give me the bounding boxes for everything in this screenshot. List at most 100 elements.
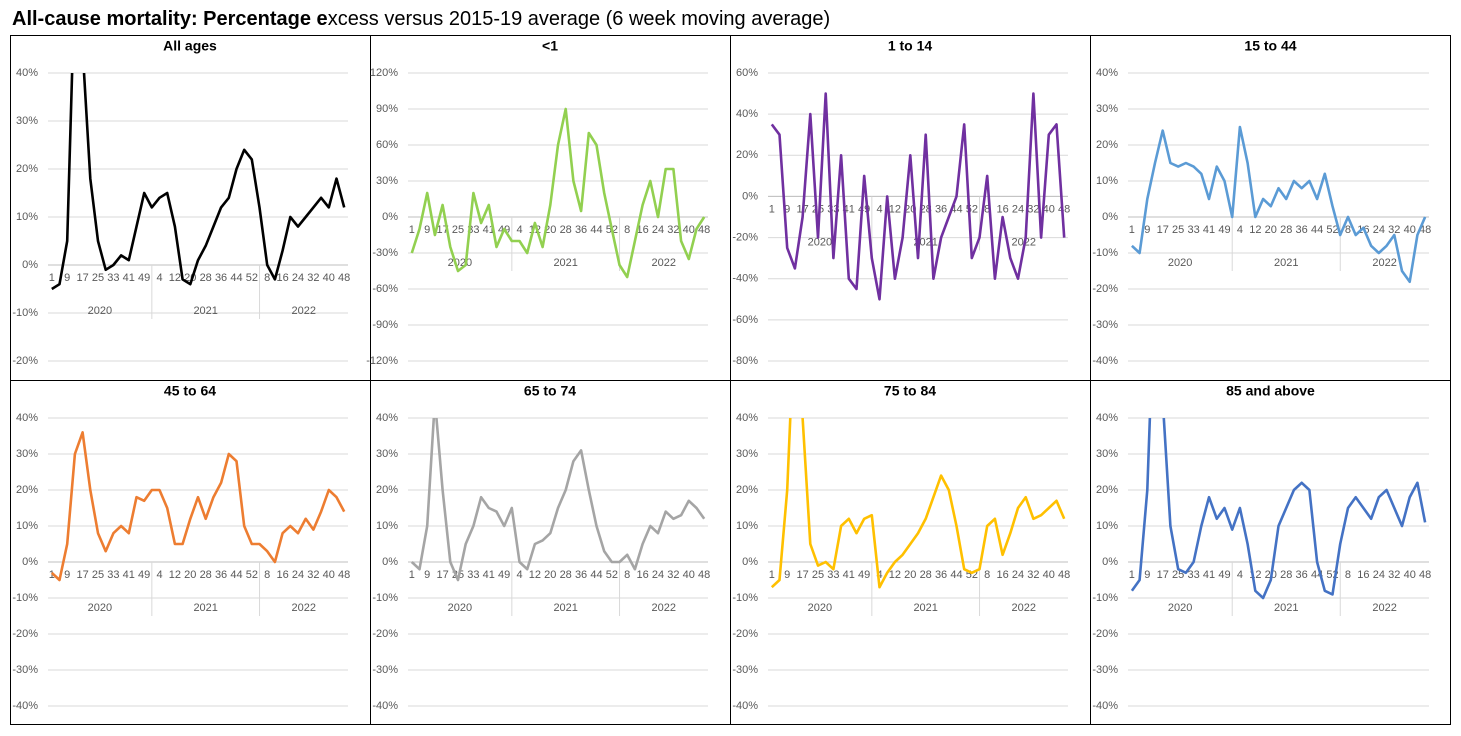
x-tick-label: 9 [1144,569,1150,581]
y-tick-label: 10% [16,520,38,532]
x-tick-label: 48 [338,272,350,284]
x-tick-label: 32 [1027,569,1039,581]
y-tick-label: 40% [16,412,38,424]
year-label: 2022 [292,602,316,614]
y-tick-label: -40% [1092,700,1118,712]
x-tick-label: 4 [156,272,162,284]
year-label: 2020 [808,236,832,248]
x-tick-label: 33 [467,569,479,581]
x-tick-label: 32 [307,569,319,581]
y-tick-label: -30% [1092,319,1118,331]
x-tick-label: 24 [652,569,664,581]
x-tick-label: 44 [1311,224,1323,236]
y-tick-label: -90% [372,319,398,331]
x-tick-label: 28 [560,569,572,581]
x-tick-label: 12 [169,569,181,581]
panel: 45 to 64 -40% -30% -20% -10% 0% 10% 20% 30% 40% 1 9… [10,380,370,712]
x-tick-label: 1 [409,569,415,581]
x-tick-label: 28 [920,569,932,581]
x-tick-label: 16 [996,203,1008,215]
y-tick-label: 30% [16,448,38,460]
panel-title: 85 and above [1226,383,1315,399]
x-tick-label: 17 [796,569,808,581]
x-tick-label: 41 [123,569,135,581]
x-tick-label: 12 [889,569,901,581]
x-tick-label: 9 [424,224,430,236]
y-tick-label: -10% [1092,247,1118,259]
x-tick-label: 25 [452,224,464,236]
x-tick-label: 12 [889,203,901,215]
year-label: 2021 [1274,602,1298,614]
x-tick-label: 33 [1187,569,1199,581]
x-tick-label: 1 [769,203,775,215]
y-tick-label: -20% [1092,628,1118,640]
x-tick-label: 48 [1419,569,1431,581]
x-tick-label: 16 [996,569,1008,581]
year-label: 2021 [1274,257,1298,269]
x-tick-label: 24 [292,272,304,284]
x-tick-label: 9 [784,203,790,215]
x-tick-label: 40 [1043,203,1055,215]
y-tick-label: 20% [376,484,398,496]
x-tick-label: 41 [1203,569,1215,581]
y-tick-label: 40% [1096,67,1118,79]
x-tick-label: 36 [575,569,587,581]
year-label: 2020 [88,305,112,317]
y-tick-label: -40% [732,700,758,712]
y-tick-label: 30% [376,448,398,460]
year-label: 2021 [553,602,577,614]
x-tick-label: 8 [984,203,990,215]
y-tick-label: 120% [370,67,398,79]
y-tick-label: -80% [732,355,758,367]
panel: <1-120%-90%-60%-30%0%30%60%90%120%1 9 17 25… [366,35,710,380]
y-tick-label: 40% [736,108,758,120]
x-tick-label: 4 [1237,569,1243,581]
data-line [410,418,706,582]
x-tick-label: 9 [64,272,70,284]
y-tick-label: 0% [1102,556,1118,568]
x-tick-label: 4 [1237,224,1243,236]
x-tick-label: 25 [92,272,104,284]
data-line [770,92,1066,301]
x-tick-label: 17 [1157,224,1169,236]
x-tick-label: 1 [1129,224,1135,236]
y-tick-label: -10% [12,307,38,319]
x-tick-label: 32 [667,224,679,236]
y-tick-label: 40% [16,67,38,79]
x-tick-label: 12 [169,272,181,284]
x-tick-label: 44 [590,224,602,236]
year-label: 2020 [1168,602,1192,614]
x-tick-label: 17 [1157,569,1169,581]
x-tick-label: 8 [264,569,270,581]
y-tick-label: -40% [12,700,38,712]
x-tick-label: 52 [606,569,618,581]
x-tick-label: 52 [246,569,258,581]
x-tick-label: 28 [200,569,212,581]
x-tick-label: 4 [516,569,522,581]
x-tick-label: 32 [1027,203,1039,215]
x-tick-label: 28 [1280,224,1292,236]
y-tick-label: -10% [732,592,758,604]
title-bold: All-cause mortality: Percentage e [12,8,328,30]
y-tick-label: 0% [382,556,398,568]
panel: All ages-20%-10%0%10%20%30%40%1 9 17 25 33 41… [12,38,350,367]
data-line [50,431,346,582]
x-tick-label: 20 [904,569,916,581]
year-label: 2020 [88,602,112,614]
x-tick-label: 4 [876,569,882,581]
y-tick-label: 40% [376,412,398,424]
x-tick-label: 8 [984,569,990,581]
y-tick-label: -20% [12,628,38,640]
x-tick-label: 24 [1373,569,1385,581]
x-tick-label: 41 [843,569,855,581]
x-tick-label: 36 [1296,224,1308,236]
panel-title: <1 [542,38,558,54]
x-tick-label: 33 [827,569,839,581]
x-tick-label: 1 [409,224,415,236]
x-tick-label: 52 [246,272,258,284]
year-label: 2022 [1012,602,1036,614]
x-tick-label: 16 [636,224,648,236]
x-tick-label: 1 [49,272,55,284]
y-tick-label: 20% [736,149,758,161]
